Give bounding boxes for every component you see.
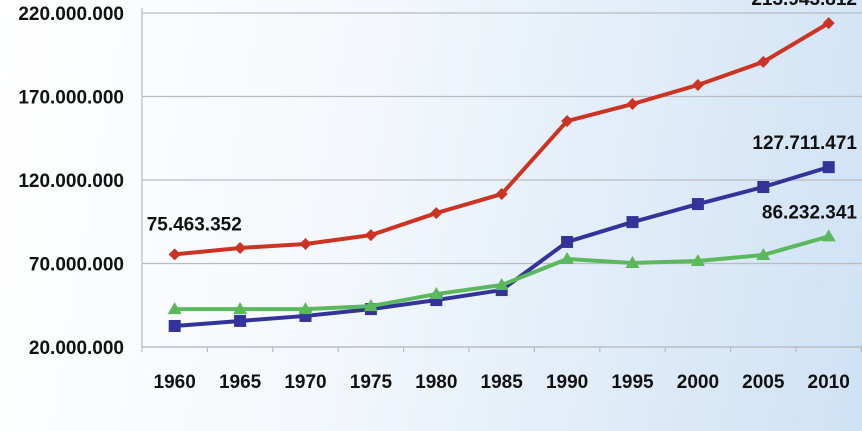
y-tick-label: 120.000.000	[18, 171, 124, 192]
data-label: 127.711.471	[752, 133, 857, 154]
data-label: 86.232.341	[762, 202, 858, 223]
x-tick-label: 1980	[415, 372, 457, 393]
x-tick-label: 1970	[284, 372, 326, 393]
y-tick-label: 20.000.000	[29, 338, 124, 359]
data-label: 213.943.812	[751, 0, 857, 10]
data-point	[364, 229, 377, 242]
y-tick-label: 220.000.000	[18, 4, 124, 25]
data-point	[561, 235, 574, 248]
x-tick-label: 1985	[481, 372, 524, 393]
data-point	[560, 251, 575, 264]
data-point	[429, 287, 444, 300]
data-point	[625, 255, 640, 268]
data-point	[626, 216, 639, 229]
data-point	[430, 207, 443, 220]
data-point	[822, 17, 835, 30]
x-tick-label: 1995	[611, 372, 654, 393]
data-point	[233, 302, 248, 315]
y-tick-label: 70.000.000	[29, 255, 124, 276]
data-point	[168, 319, 181, 332]
data-label: 75.463.352	[147, 214, 242, 235]
data-point	[821, 229, 836, 242]
data-point	[363, 299, 378, 312]
x-tick-label: 1960	[154, 372, 196, 393]
x-tick-label: 1965	[219, 372, 262, 393]
data-point	[298, 302, 313, 315]
data-point	[691, 78, 704, 91]
x-tick-label: 2000	[677, 372, 719, 393]
x-tick-label: 1975	[350, 372, 393, 393]
series-line	[174, 21, 830, 257]
data-point	[168, 248, 181, 261]
series-red	[168, 17, 835, 261]
data-point	[167, 302, 182, 315]
data-point	[691, 198, 704, 211]
data-point	[495, 188, 508, 201]
data-point	[626, 98, 639, 111]
data-point	[756, 247, 771, 260]
data-point	[822, 161, 835, 174]
data-point	[299, 237, 312, 250]
data-point	[561, 115, 574, 128]
data-point	[757, 55, 770, 68]
data-point	[494, 278, 509, 291]
x-tick-label: 2010	[808, 372, 850, 393]
series-green	[167, 229, 836, 315]
data-point	[757, 181, 770, 194]
data-point	[234, 241, 247, 254]
data-point	[234, 314, 247, 327]
y-tick-label: 170.000.000	[18, 88, 124, 109]
x-tick-label: 1990	[546, 372, 588, 393]
x-tick-label: 2005	[742, 372, 785, 393]
data-point	[690, 253, 705, 266]
